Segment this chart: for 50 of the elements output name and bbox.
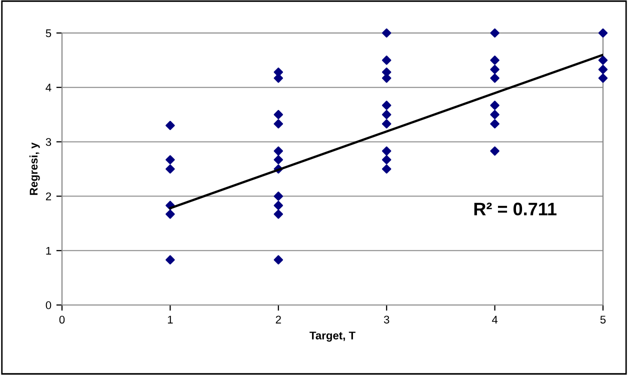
point — [382, 28, 392, 38]
point — [274, 74, 284, 83]
y-tick-label: 4 — [46, 84, 52, 92]
point — [274, 155, 284, 164]
point — [166, 210, 175, 219]
point — [166, 155, 175, 164]
point — [274, 192, 284, 201]
point — [274, 200, 284, 210]
y-tick-label: 5 — [46, 29, 52, 38]
point — [490, 74, 500, 83]
point — [598, 64, 608, 74]
point — [382, 164, 392, 174]
x-tick-label: 5 — [600, 316, 606, 324]
point — [274, 210, 284, 219]
point — [598, 28, 608, 38]
y-tick-label: 0 — [46, 301, 52, 310]
y-tick-label: 2 — [46, 192, 52, 200]
point — [598, 74, 608, 83]
y-axis-title: Regresi, y — [29, 142, 40, 195]
x-tick-label: 3 — [384, 316, 390, 324]
point — [490, 64, 500, 74]
annotation: R² = 0.711 — [474, 202, 556, 216]
point — [598, 56, 608, 65]
point — [274, 255, 284, 264]
point — [274, 119, 284, 128]
point — [382, 110, 392, 120]
point — [382, 56, 392, 65]
point — [490, 56, 500, 65]
point — [490, 110, 500, 120]
point — [166, 255, 175, 264]
x-tick-label: 2 — [276, 316, 281, 324]
point — [490, 100, 500, 110]
y-tick-label: 1 — [46, 246, 52, 255]
point — [382, 100, 392, 110]
point — [166, 120, 175, 130]
point — [382, 119, 392, 128]
point — [382, 155, 392, 164]
x-tick-label: 4 — [492, 316, 498, 324]
point — [490, 28, 500, 38]
x-tick-label: 1 — [168, 316, 173, 324]
point — [274, 146, 284, 156]
point — [490, 146, 500, 156]
point — [274, 110, 284, 120]
y-tick-label: 3 — [46, 138, 52, 146]
point — [166, 164, 175, 174]
point — [382, 74, 392, 83]
x-tick-label: 0 — [59, 316, 65, 324]
point — [490, 119, 500, 128]
point — [382, 146, 392, 156]
x-axis-title: Target, T — [310, 332, 356, 342]
